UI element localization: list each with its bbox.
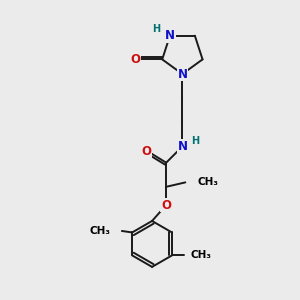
Text: O: O [131, 53, 141, 66]
Text: N: N [177, 68, 188, 80]
Text: CH₃: CH₃ [198, 177, 219, 188]
Text: H: H [153, 24, 161, 34]
Text: N: N [165, 29, 175, 42]
Text: N: N [177, 140, 188, 153]
Text: CH₃: CH₃ [190, 250, 212, 260]
Text: O: O [161, 199, 171, 212]
Text: O: O [142, 145, 152, 158]
Text: CH₃: CH₃ [89, 226, 110, 236]
Text: H: H [191, 136, 199, 146]
